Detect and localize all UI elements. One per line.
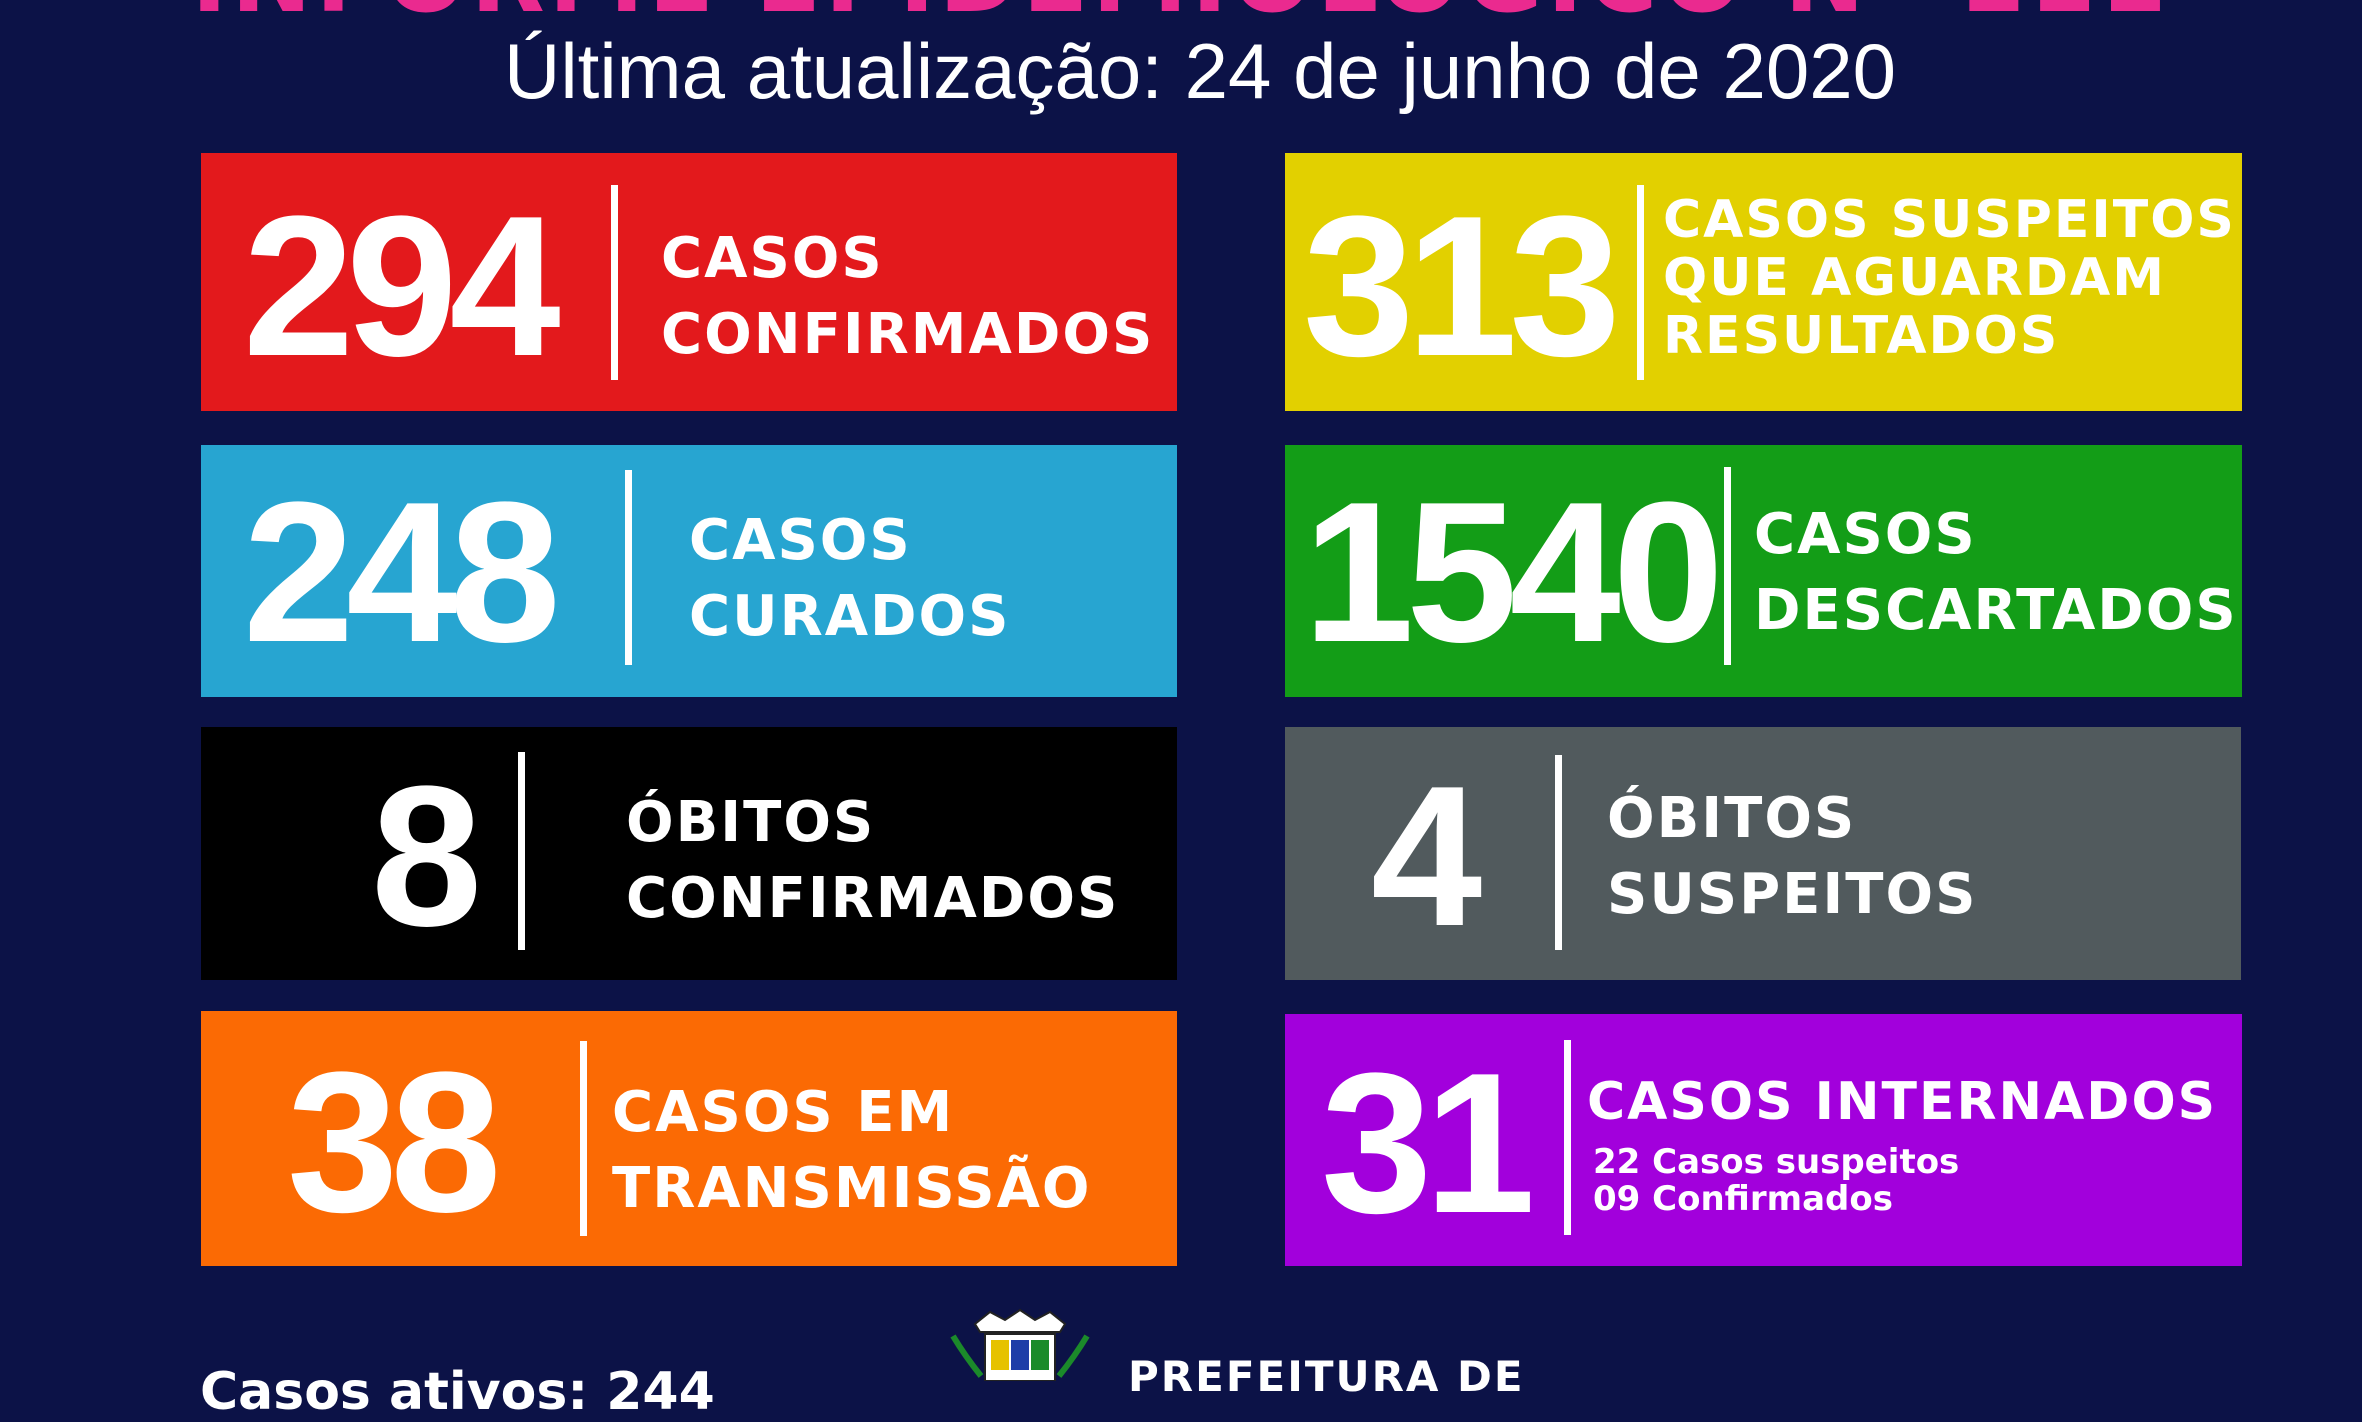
suspected-deaths-value: 4	[1371, 745, 1482, 968]
confirmed-deaths-value: 8	[371, 745, 482, 968]
discarded-cases-value: 1540	[1303, 461, 1724, 684]
card-recovered-cases: 248 CASOS CURADOS	[201, 445, 1177, 697]
last-update-subtitle: Última atualização: 24 de junho de 2020	[504, 27, 1896, 115]
card-discarded-cases: 1540 CASOS DESCARTADOS	[1285, 445, 2242, 697]
hospitalized-cases-value: 31	[1321, 1032, 1535, 1255]
divider	[1637, 185, 1644, 380]
confirmed-cases-label: CASOS CONFIRMADOS	[661, 226, 1155, 367]
card-suspected-deaths: 4 ÓBITOS SUSPEITOS	[1285, 727, 2241, 980]
card-confirmed-cases: 294 CASOS CONFIRMADOS	[201, 153, 1177, 411]
report-title: INFORME EPIDEMIOLÓGICO N° 111	[0, 0, 2362, 34]
transmission-cases-label: CASOS EM TRANSMISSÃO	[612, 1080, 1092, 1221]
card-hospitalized-cases: 31 CASOS INTERNADOS 22 Casos suspeitos 0…	[1285, 1014, 2242, 1266]
city-hall-brand: PREFEITURA DE	[1128, 1352, 1525, 1401]
divider	[580, 1041, 587, 1236]
divider	[1555, 755, 1562, 950]
divider	[625, 470, 632, 665]
divider	[1724, 467, 1731, 665]
hospitalized-cases-detail: 22 Casos suspeitos 09 Confirmados	[1593, 1142, 1960, 1219]
recovered-cases-label: CASOS CURADOS	[689, 508, 1011, 649]
divider	[518, 752, 525, 950]
active-cases-text: Casos ativos: 244	[200, 1362, 715, 1422]
card-confirmed-deaths: 8 ÓBITOS CONFIRMADOS	[201, 727, 1177, 980]
confirmed-deaths-label: ÓBITOS CONFIRMADOS	[626, 790, 1120, 931]
divider	[1564, 1040, 1571, 1235]
divider	[611, 185, 618, 380]
suspected-cases-value: 313	[1303, 175, 1621, 398]
card-suspected-cases: 313 CASOS SUSPEITOS QUE AGUARDAM RESULTA…	[1285, 153, 2242, 411]
suspected-cases-label: CASOS SUSPEITOS QUE AGUARDAM RESULTADOS	[1663, 190, 2236, 366]
confirmed-cases-value: 294	[243, 175, 561, 398]
suspected-deaths-label: ÓBITOS SUSPEITOS	[1607, 786, 1978, 927]
card-transmission-cases: 38 CASOS EM TRANSMISSÃO	[201, 1011, 1177, 1266]
hospitalized-cases-label: CASOS INTERNADOS	[1587, 1072, 2218, 1132]
recovered-cases-value: 248	[243, 461, 561, 684]
city-crest-icon	[950, 1308, 1090, 1381]
discarded-cases-label: CASOS DESCARTADOS	[1754, 502, 2238, 643]
transmission-cases-value: 38	[287, 1031, 501, 1254]
